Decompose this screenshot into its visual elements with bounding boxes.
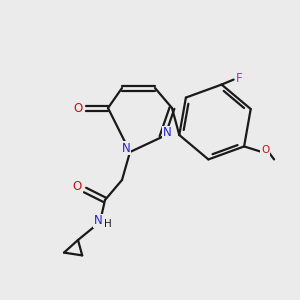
Text: O: O (72, 181, 82, 194)
Text: O: O (261, 146, 269, 155)
Text: N: N (163, 127, 171, 140)
Text: N: N (122, 142, 130, 154)
Text: N: N (94, 214, 102, 227)
Text: O: O (74, 101, 82, 115)
Text: F: F (236, 72, 243, 85)
Text: H: H (104, 219, 112, 229)
